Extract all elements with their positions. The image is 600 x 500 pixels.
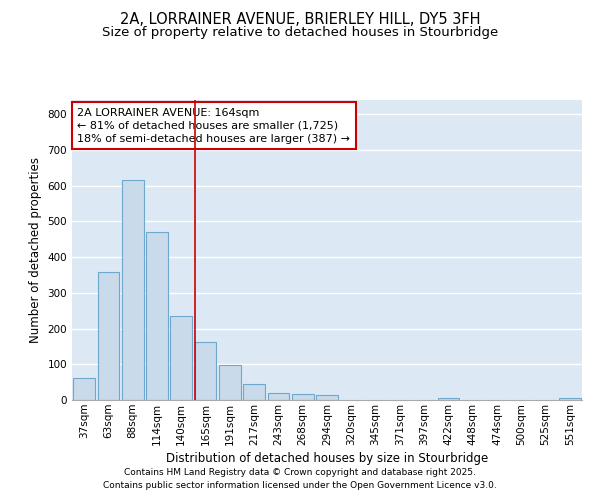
Bar (146, 232, 168, 400)
Bar (73, 378, 95, 400)
Text: 2A LORRAINER AVENUE: 164sqm
← 81% of detached houses are smaller (1,725)
18% of : 2A LORRAINER AVENUE: 164sqm ← 81% of det… (77, 108, 350, 144)
Bar (122, 180, 143, 400)
Bar (219, 365, 241, 400)
Text: Contains public sector information licensed under the Open Government Licence v3: Contains public sector information licen… (103, 480, 497, 490)
Bar (268, 393, 289, 400)
Bar (194, 342, 217, 400)
X-axis label: Distribution of detached houses by size in Stourbridge: Distribution of detached houses by size … (166, 452, 488, 465)
Text: 2A, LORRAINER AVENUE, BRIERLEY HILL, DY5 3FH: 2A, LORRAINER AVENUE, BRIERLEY HILL, DY5… (120, 12, 480, 28)
Bar (437, 398, 460, 400)
Bar (170, 316, 192, 400)
Y-axis label: Number of detached properties: Number of detached properties (29, 157, 42, 343)
Text: Size of property relative to detached houses in Stourbridge: Size of property relative to detached ho… (102, 26, 498, 39)
Bar (243, 384, 265, 400)
Text: Contains HM Land Registry data © Crown copyright and database right 2025.: Contains HM Land Registry data © Crown c… (124, 468, 476, 477)
Bar (316, 396, 338, 400)
Bar (97, 272, 119, 400)
Bar (559, 398, 581, 400)
Bar (292, 394, 314, 400)
